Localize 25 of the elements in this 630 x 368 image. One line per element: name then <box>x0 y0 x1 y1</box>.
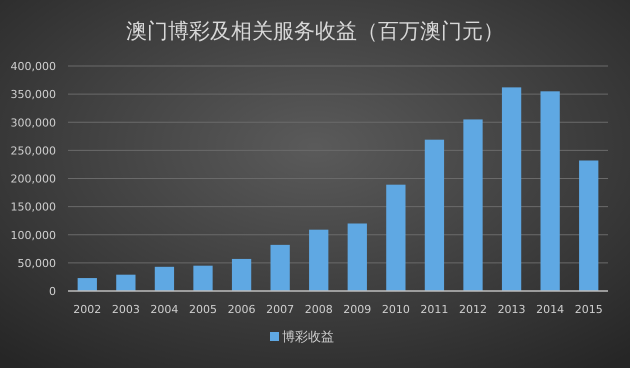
y-tick-label: 300,000 <box>10 116 56 130</box>
y-tick-label: 50,000 <box>18 256 56 270</box>
y-tick-label: 200,000 <box>10 172 56 186</box>
y-tick-label: 250,000 <box>10 144 56 158</box>
x-tick-label: 2007 <box>266 303 294 316</box>
y-tick-label: 400,000 <box>10 60 56 73</box>
x-tick-label: 2003 <box>112 303 140 316</box>
x-tick-label: 2012 <box>459 303 487 316</box>
x-tick-label: 2013 <box>498 303 526 316</box>
y-tick-label: 150,000 <box>10 200 56 214</box>
x-tick-label: 2015 <box>574 303 603 316</box>
x-tick-label: 2009 <box>343 303 372 316</box>
x-tick-label: 2011 <box>420 303 448 316</box>
y-tick-label: 350,000 <box>10 88 56 102</box>
x-tick-label: 2006 <box>228 303 256 316</box>
x-tick-label: 2008 <box>304 303 333 316</box>
x-tick-label: 2002 <box>73 303 102 316</box>
y-tick-label: 100,000 <box>10 228 56 242</box>
x-tick-label: 2004 <box>150 303 178 316</box>
x-tick-label: 2005 <box>189 303 217 316</box>
x-tick-label: 2010 <box>382 303 410 316</box>
chart-title: 澳门博彩及相关服务收益（百万澳门元） <box>126 19 504 43</box>
x-tick-label: 2014 <box>536 303 564 316</box>
legend-label: 博彩收益 <box>282 330 334 345</box>
y-tick-label: 0 <box>49 285 56 298</box>
